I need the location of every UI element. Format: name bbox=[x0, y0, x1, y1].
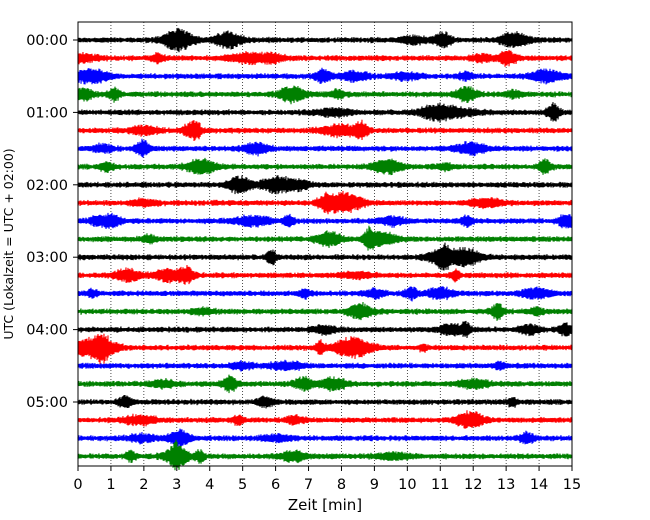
trace-line bbox=[77, 85, 573, 105]
x-tick-label: 11 bbox=[431, 477, 449, 493]
trace-line bbox=[77, 49, 573, 67]
trace-line bbox=[77, 242, 573, 271]
seismic-traces bbox=[77, 27, 573, 471]
x-tick-label: 13 bbox=[497, 477, 515, 493]
x-tick-label: 12 bbox=[464, 477, 482, 493]
x-tick-label: 4 bbox=[205, 477, 214, 493]
trace-line bbox=[77, 428, 573, 448]
x-tick-label: 6 bbox=[271, 477, 280, 493]
y-axis-label: UTC (Lokalzeit = UTC + 02:00) bbox=[1, 148, 16, 339]
trace-line bbox=[77, 374, 573, 394]
x-tick-label: 9 bbox=[370, 477, 379, 493]
y-axis-ticks: 00:00 01:00 02:00 03:00 04:00 05:00 bbox=[26, 33, 78, 411]
trace-line bbox=[77, 225, 573, 251]
x-tick-label: 3 bbox=[172, 477, 181, 493]
trace-line bbox=[77, 27, 573, 53]
x-axis-label: Zeit [min] bbox=[288, 496, 362, 514]
plot-frame bbox=[77, 21, 573, 467]
trace-line bbox=[77, 394, 573, 409]
trace-line bbox=[77, 190, 573, 215]
trace-line bbox=[77, 157, 573, 176]
x-axis-ticks: 0 1 2 3 4 5 6 7 8 9 10 11 12 13 14 15 bbox=[73, 466, 581, 493]
trace-line bbox=[77, 320, 573, 339]
x-tick-label: 2 bbox=[139, 477, 148, 493]
y-tick-label: 01:00 bbox=[26, 105, 68, 121]
trace-line bbox=[77, 333, 573, 365]
trace-line bbox=[77, 138, 573, 158]
x-tick-label: 1 bbox=[106, 477, 115, 493]
y-tick-label: 04:00 bbox=[26, 323, 68, 339]
trace-line bbox=[77, 286, 573, 302]
trace-line bbox=[77, 264, 573, 285]
y-tick-label: 03:00 bbox=[26, 250, 68, 266]
trace-line bbox=[77, 359, 573, 372]
trace-line bbox=[77, 410, 573, 429]
y-tick-label: 02:00 bbox=[26, 178, 68, 194]
x-tick-label: 7 bbox=[304, 477, 313, 493]
x-tick-label: 10 bbox=[398, 477, 416, 493]
x-tick-label: 5 bbox=[238, 477, 247, 493]
x-tick-label: 14 bbox=[530, 477, 548, 493]
y-tick-label: 00:00 bbox=[26, 33, 68, 49]
x-tick-label: 15 bbox=[563, 477, 581, 493]
trace-line bbox=[77, 67, 573, 85]
y-tick-label: 05:00 bbox=[26, 395, 68, 411]
trace-line bbox=[77, 175, 573, 195]
trace-line bbox=[77, 212, 573, 230]
x-tick-label: 8 bbox=[337, 477, 346, 493]
trace-line bbox=[77, 301, 573, 321]
x-tick-label: 0 bbox=[73, 477, 82, 493]
trace-line bbox=[77, 119, 573, 142]
trace-line bbox=[77, 102, 573, 123]
trace-line bbox=[77, 439, 573, 471]
